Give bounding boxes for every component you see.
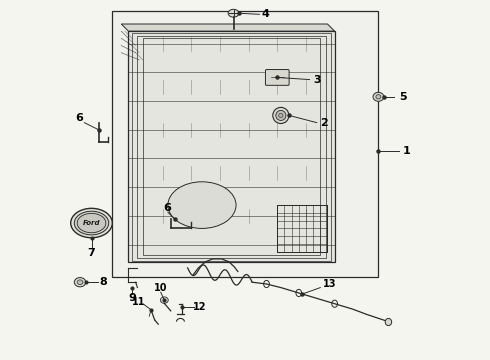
Text: 7: 7 (88, 248, 96, 258)
Ellipse shape (376, 95, 381, 99)
Text: 4: 4 (262, 9, 270, 19)
Polygon shape (128, 31, 335, 262)
Ellipse shape (273, 107, 289, 123)
Polygon shape (122, 24, 335, 31)
FancyBboxPatch shape (266, 69, 289, 85)
Text: 3: 3 (313, 75, 320, 85)
Ellipse shape (77, 213, 106, 233)
Polygon shape (112, 12, 378, 277)
Ellipse shape (77, 280, 83, 284)
Text: 6: 6 (163, 203, 171, 213)
Text: 10: 10 (154, 283, 168, 293)
Ellipse shape (74, 278, 86, 287)
Ellipse shape (74, 211, 109, 235)
Ellipse shape (228, 9, 239, 17)
Text: 5: 5 (399, 92, 407, 102)
Ellipse shape (168, 182, 236, 228)
Ellipse shape (71, 208, 112, 238)
Text: 1: 1 (402, 146, 410, 156)
Text: 11: 11 (132, 297, 145, 307)
Text: 2: 2 (320, 118, 328, 128)
Text: 6: 6 (75, 113, 83, 123)
Text: 12: 12 (193, 302, 206, 312)
Text: 9: 9 (128, 293, 136, 303)
Ellipse shape (276, 111, 286, 121)
Ellipse shape (279, 113, 283, 118)
Ellipse shape (160, 297, 168, 303)
Ellipse shape (385, 319, 392, 325)
Text: Ford: Ford (83, 220, 100, 226)
Text: 8: 8 (99, 277, 107, 287)
Text: 13: 13 (322, 279, 336, 289)
Ellipse shape (373, 92, 384, 101)
